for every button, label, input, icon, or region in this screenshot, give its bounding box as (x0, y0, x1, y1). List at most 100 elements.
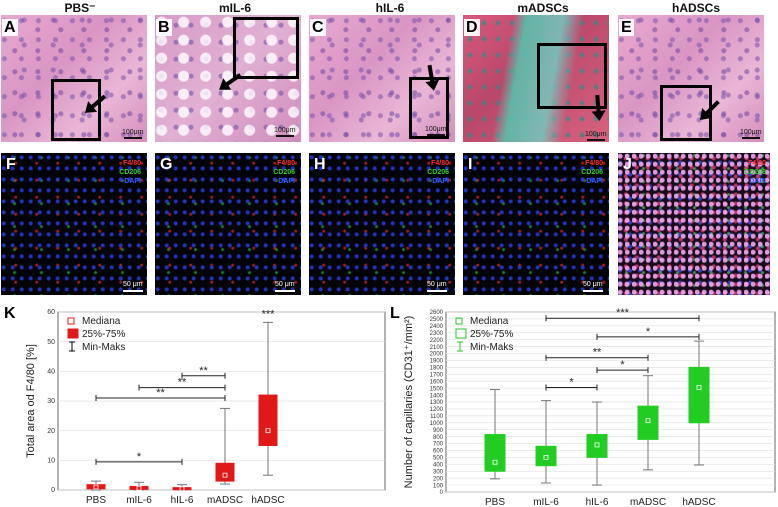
y-tick-label: 0 (51, 487, 55, 494)
x-tick-label: hADSC (682, 497, 715, 507)
y-tick-label: 2500 (430, 317, 444, 323)
panel-b-histology: 100μm (155, 15, 301, 142)
y-tick-label: 2200 (430, 338, 444, 344)
y-tick-label: 2400 (430, 324, 444, 330)
inset-box (660, 85, 712, 141)
legend-label: Min-Maks (470, 342, 513, 353)
y-tick-label: 800 (433, 435, 444, 441)
x-tick-label: hIL-6 (171, 495, 194, 506)
header-madscs: mADSCs (517, 1, 569, 15)
panel-i-fluorescence: F4/80 CD206 DAPI 50 μm (463, 153, 609, 295)
scale-bar (275, 290, 295, 292)
legend-label: Mediana (82, 316, 121, 327)
chart-l-capillaries: L 010020030040050060070080090010001100120… (390, 305, 776, 507)
panel-label-k: K (4, 305, 16, 322)
y-tick-label: 1500 (430, 386, 444, 392)
panel-label-g: G (160, 156, 173, 173)
x-tick-label: hIL-6 (586, 497, 609, 507)
panel-label-l: L (390, 305, 400, 322)
box (215, 462, 235, 482)
scale-bar (587, 139, 605, 141)
inset-box (51, 79, 101, 141)
median-marker (265, 428, 271, 434)
channel-legend: F4/80 CD206 DAPI (581, 160, 603, 185)
scale-bar (124, 137, 142, 139)
median-marker (696, 385, 702, 390)
scale-bar (742, 137, 760, 139)
channel-legend: F4/80 CD206 DAPI (119, 160, 141, 185)
panel-label-a: A (2, 19, 18, 36)
scale-bar (583, 290, 603, 292)
legend-label: 25%-75% (82, 329, 125, 340)
y-tick-label: 600 (433, 449, 444, 455)
y-tick-label: 400 (433, 463, 444, 469)
panel-c-histology: 100μm (309, 15, 455, 142)
box (258, 394, 278, 446)
x-tick-label: mADSC (207, 495, 243, 506)
legend-label: Min-Maks (82, 342, 125, 353)
significance-label: * (620, 359, 625, 371)
y-axis-label: Number of capillaries (CD31⁺/mm²) (403, 316, 415, 489)
significance-label: ** (178, 377, 187, 389)
scale-bar-label: 100μm (274, 127, 296, 134)
scale-bar-label: 50 μm (123, 281, 143, 288)
median-marker (594, 442, 600, 448)
median-marker (222, 472, 228, 478)
significance-label: * (569, 376, 574, 388)
inset-box (537, 43, 607, 109)
y-tick-label: 300 (433, 469, 444, 475)
legend-box-icon (455, 328, 467, 339)
panel-d-histology: 100μm (463, 15, 609, 142)
x-tick-label: mIL-6 (126, 495, 152, 506)
significance-label: *** (262, 308, 276, 320)
y-tick-label: 40 (47, 369, 55, 376)
panel-label-d: D (464, 19, 480, 36)
y-tick-label: 700 (433, 442, 444, 448)
header-mil6: mIL-6 (218, 1, 251, 15)
y-tick-label: 2100 (430, 345, 444, 351)
legend-median-icon (67, 317, 75, 325)
significance-label: * (646, 326, 651, 338)
panel-f-fluorescence: F4/80 CD206 DAPI 50 μm (1, 153, 147, 295)
median-marker (136, 485, 142, 491)
scale-bar (427, 290, 447, 292)
significance-label: ** (199, 365, 208, 377)
y-tick-label: 100 (433, 483, 444, 489)
legend-label: 25%-75% (470, 329, 513, 340)
y-tick-label: 2300 (430, 331, 444, 337)
y-axis-label: Total area od F4/80 [%] (25, 344, 37, 458)
inset-box (233, 17, 299, 79)
panel-j-fluorescence: F4/80 CD206 DAPI (618, 153, 770, 295)
scale-bar (427, 134, 445, 136)
header-hil6: hIL-6 (375, 1, 405, 15)
scale-bar (123, 290, 143, 292)
panel-label-i: I (468, 156, 473, 173)
box (129, 485, 149, 490)
median-marker (645, 418, 651, 424)
scale-bar-label: 100μm (122, 129, 144, 136)
channel-legend: F4/80 CD206 DAPI (427, 160, 449, 185)
panel-label-f: F (6, 156, 16, 173)
significance-label: ** (156, 387, 165, 399)
x-tick-label: PBS (485, 497, 505, 507)
legend-label: Mediana (470, 316, 509, 327)
y-tick-label: 1700 (430, 373, 444, 379)
x-tick-label: hADSC (251, 495, 284, 506)
panel-label-b: B (156, 19, 172, 36)
scale-bar-label: 100μm (740, 129, 762, 136)
significance-label: *** (616, 307, 630, 319)
scale-bar (276, 135, 294, 137)
panel-label-c: C (310, 19, 326, 36)
header-hadscs: hADSCs (671, 1, 720, 15)
y-tick-label: 1900 (430, 359, 444, 365)
significance-label: ** (593, 347, 602, 359)
y-tick-label: 2000 (430, 352, 444, 358)
scale-bar-label: 50 μm (427, 281, 447, 288)
legend-median-icon (455, 317, 463, 325)
header-pbs: PBS⁻ (64, 1, 96, 15)
median-marker (492, 459, 498, 465)
median-marker (179, 486, 185, 492)
panel-label-e: E (619, 19, 634, 36)
y-tick-label: 20 (47, 428, 55, 435)
x-tick-label: mADSC (630, 497, 666, 507)
